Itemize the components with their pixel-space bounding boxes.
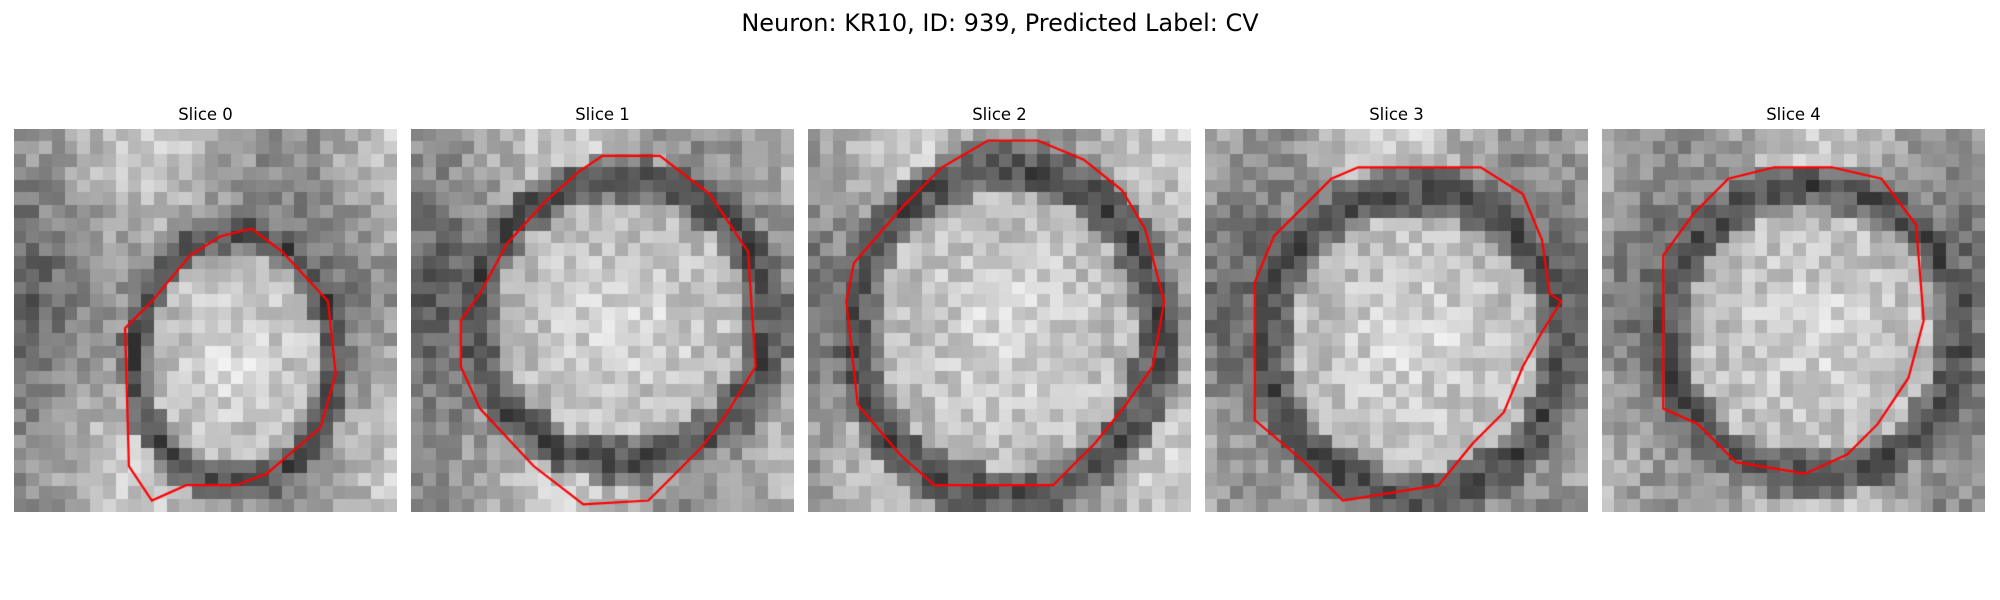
slice-panel-4: Slice 4 xyxy=(1602,105,1985,512)
slice-image-4 xyxy=(1602,129,1985,512)
slice-title-4: Slice 4 xyxy=(1766,105,1821,124)
slice-title-0: Slice 0 xyxy=(178,105,233,124)
slice-image-1 xyxy=(411,129,794,512)
slice-image-2 xyxy=(808,129,1191,512)
slice-title-2: Slice 2 xyxy=(972,105,1027,124)
slice-panel-3: Slice 3 xyxy=(1205,105,1588,512)
slice-image-0 xyxy=(14,129,397,512)
figure-title: Neuron: KR10, ID: 939, Predicted Label: … xyxy=(741,9,1259,37)
slice-panel-0: Slice 0 xyxy=(14,105,397,512)
slice-title-3: Slice 3 xyxy=(1369,105,1424,124)
slice-title-1: Slice 1 xyxy=(575,105,630,124)
slice-panel-2: Slice 2 xyxy=(808,105,1191,512)
slice-image-3 xyxy=(1205,129,1588,512)
slice-panel-1: Slice 1 xyxy=(411,105,794,512)
